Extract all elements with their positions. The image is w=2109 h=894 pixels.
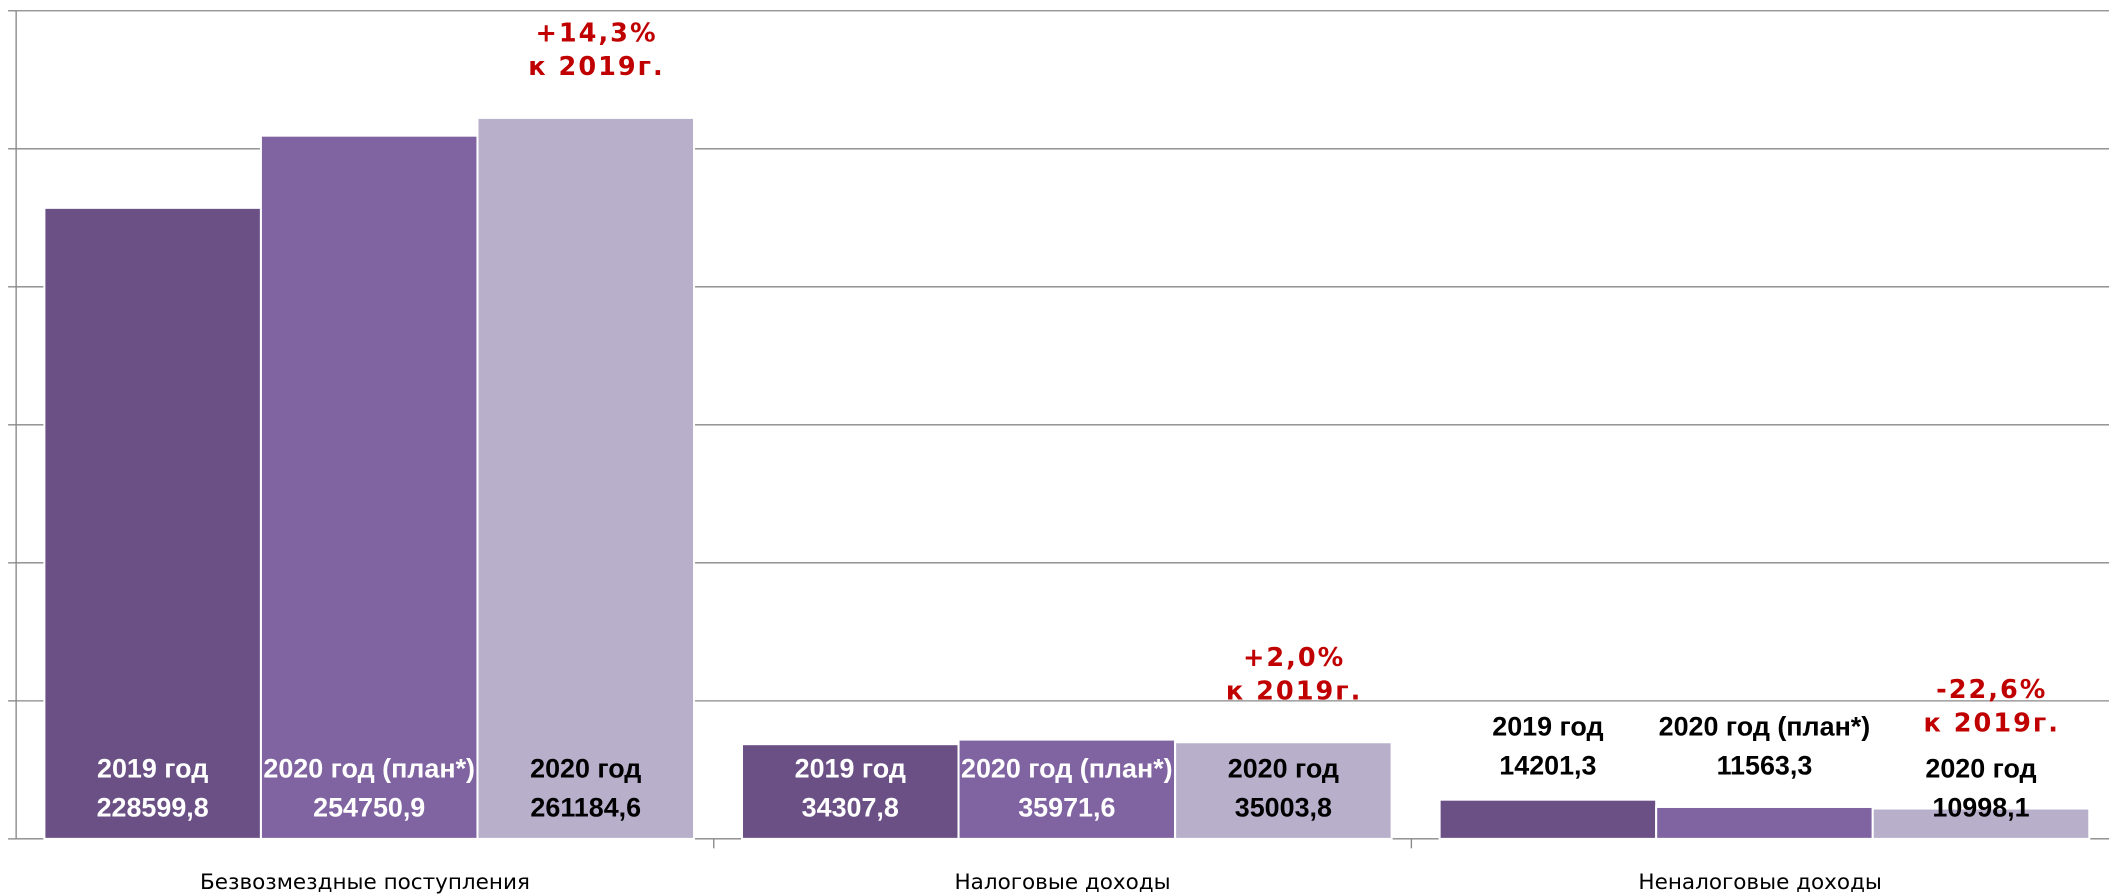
value-label: 228599,8 [97,792,209,822]
value-label: 10998,1 [1932,792,2029,822]
bar [1871,807,2091,840]
bar [740,743,960,840]
value-label: 35971,6 [1018,792,1115,822]
bar [957,738,1177,840]
value-label: 34307,8 [802,792,899,822]
annotation: к 2019г. [1226,677,1362,707]
series-name-label: 2019 год [1492,712,1603,742]
x-tick-label: Неналоговые доходы [1638,870,1881,894]
series-name-label: 2020 год [1925,753,2036,783]
bar [1438,798,1658,840]
x-tick-label: Налоговые доходы [954,870,1170,894]
bar [43,206,262,840]
value-label: 254750,9 [313,792,425,822]
value-label: 14201,3 [1499,751,1596,781]
series-name-label: 2020 год [1228,753,1339,783]
series-name-label: 2020 год [530,753,641,783]
series-name-label: 2020 год (план*) [263,753,475,783]
series-name-label: 2019 год [795,753,906,783]
value-label: 35003,8 [1235,792,1332,822]
bar [476,116,696,840]
series-name-label: 2020 год (план*) [1659,712,1871,742]
bar [1174,741,1393,840]
bar [1655,805,1874,840]
value-label: 11563,3 [1717,751,1813,781]
annotation: к 2019г. [1924,709,2060,739]
annotation: +2,0% [1243,643,1345,673]
annotation: +14,3% [535,19,657,49]
annotation: к 2019г. [528,52,664,82]
annotation: -22,6% [1936,675,2047,705]
series-name-label: 2020 год (план*) [961,753,1173,783]
bar [259,134,479,840]
x-tick-label: Безвозмездные поступления [200,870,530,894]
series-name-label: 2019 год [97,753,208,783]
value-label: 261184,6 [530,792,641,822]
